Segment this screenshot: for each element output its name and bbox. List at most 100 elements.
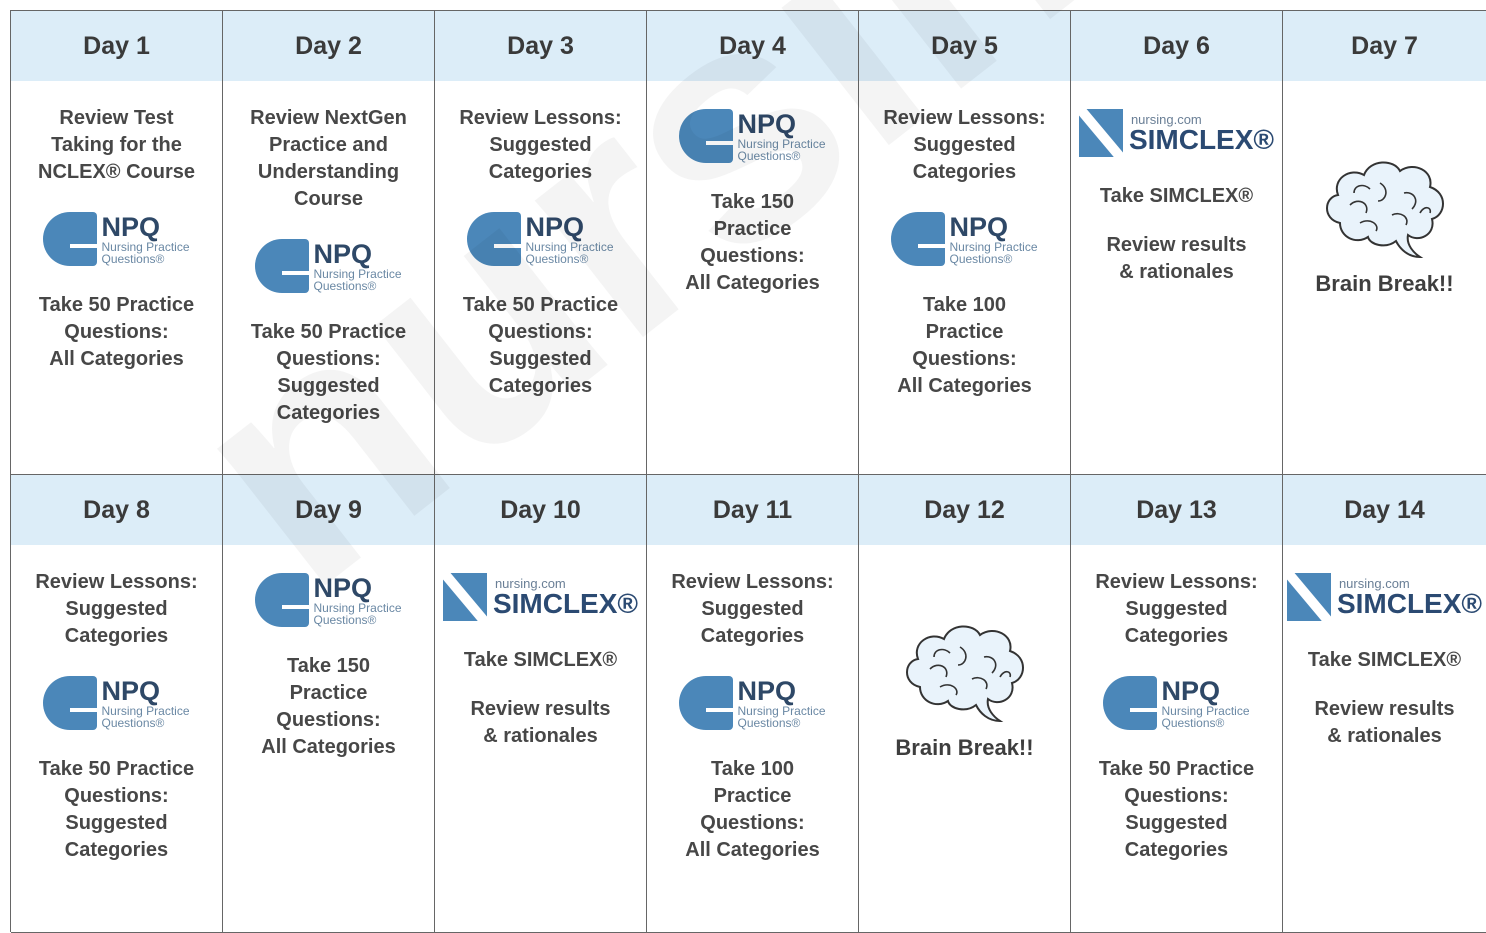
day-header: Day 6	[1071, 11, 1282, 81]
task-line: Suggested	[277, 375, 380, 397]
task-line: Questions:	[488, 321, 593, 343]
simclex-shape	[1286, 573, 1331, 621]
npq-logo: NPQ Nursing Practice Questions®	[891, 208, 1038, 270]
task-line: Suggested	[65, 812, 168, 834]
task-text: Take 150 Practice Questions: All Categories	[685, 189, 819, 297]
npq-sub: Nursing Practice	[737, 136, 826, 151]
day-body: Review NextGen Practice and Understanding C…	[223, 81, 434, 474]
day-header: Day 5	[859, 11, 1070, 81]
npq-words: NPQ Nursing Practice Questions®	[101, 213, 190, 265]
npq-sub: Questions®	[1161, 715, 1225, 730]
day-body: NPQ Nursing Practice Questions® Take 150 Pra…	[223, 545, 434, 932]
day-body: Review Test Taking for the NCLEX® Course NP…	[11, 81, 222, 474]
day-body: Review Lessons: Suggested Categories NPQ Nur…	[859, 81, 1070, 474]
task-line: All Categories	[897, 375, 1032, 397]
npq-words: NPQ Nursing Practice Questions®	[525, 213, 613, 265]
task-line: Review Lessons:	[883, 107, 1046, 129]
npq-shape	[679, 109, 734, 163]
day-header: Day 9	[223, 475, 434, 545]
simclex-logo: nursing.com SIMCLEX®	[442, 569, 638, 625]
task-line: Taking for the	[51, 134, 182, 156]
task-line: Suggested	[489, 348, 592, 370]
npq-words: NPQ Nursing Practice Questions®	[737, 110, 826, 162]
simclex-mark: SIMCLEX®	[1128, 123, 1275, 155]
npq-sub: Questions®	[949, 251, 1013, 266]
npq-logo: NPQ Nursing Practice Questions®	[43, 208, 190, 270]
day-header: Day 1	[11, 11, 222, 81]
npq-words: NPQ Nursing Practice Questions®	[313, 574, 402, 627]
task-line: Suggested	[913, 134, 1016, 156]
task-line: Take 50 Practice	[250, 321, 407, 343]
simclex-shape	[442, 573, 487, 621]
task-text: Take 50 Practice Questions: Suggested Categ…	[251, 319, 406, 427]
npq-logo: NPQ Nursing Practice Questions®	[1103, 672, 1250, 734]
day-cell: Day 1 Review Test Taking for the NCLEX® Cou…	[11, 11, 223, 475]
day-body: Review Lessons: Suggested Categories NPQ Nur…	[647, 545, 858, 932]
day-cell: Day 8 Review Lessons: Suggested Categories N…	[11, 475, 223, 933]
task-line: Review results	[1106, 234, 1247, 256]
task-line: Questions:	[64, 785, 169, 807]
task-line: Take 50 Practice	[38, 758, 195, 780]
day-header: Day 2	[223, 11, 434, 81]
npq-sub: Nursing Practice	[101, 239, 190, 254]
day-body: Review Lessons: Suggested Categories NPQ Nur…	[435, 81, 646, 474]
npq-words: NPQ Nursing Practice Questions®	[949, 213, 1037, 266]
npq-sub: Nursing Practice	[313, 266, 402, 281]
task-line: Questions:	[276, 709, 381, 731]
npq-sub: Questions®	[101, 715, 165, 730]
task-text: Review Lessons: Suggested Categories	[459, 105, 621, 186]
npq-shape	[1103, 676, 1158, 730]
task-text: Review Lessons: Suggested Categories	[883, 105, 1045, 186]
simclex-site: nursing.com	[1130, 111, 1202, 127]
task-line: & rationales	[1119, 261, 1234, 283]
task-line: All Categories	[685, 839, 820, 861]
npq-sub: Nursing Practice	[737, 703, 826, 718]
task-line: NCLEX® Course	[38, 161, 195, 183]
day-header: Day 7	[1283, 11, 1486, 81]
day-header: Day 4	[647, 11, 858, 81]
task-line: Categories	[912, 161, 1017, 183]
day-cell: Day 14 nursing.com SIMCLEX® Take SIMCLEX® Re…	[1283, 475, 1486, 933]
task-line: Practice and	[269, 134, 388, 156]
npq-logo: NPQ Nursing Practice Questions®	[679, 105, 826, 167]
task-line: Practice	[713, 218, 792, 240]
task-line: Take 50 Practice	[1098, 758, 1255, 780]
npq-logo: NPQ Nursing Practice Questions®	[679, 672, 826, 734]
task-line: All Categories	[49, 348, 184, 370]
brain-break: Brain Break!!	[895, 617, 1034, 761]
task-text: Take SIMCLEX®	[1308, 647, 1461, 674]
task-line: Categories	[488, 161, 593, 183]
day-header: Day 14	[1283, 475, 1486, 545]
task-text: Take 50 Practice Questions: Suggested Categ…	[1099, 756, 1254, 864]
npq-words: NPQ Nursing Practice Questions®	[313, 240, 402, 292]
day-body: Review Lessons: Suggested Categories NPQ Nur…	[1071, 545, 1282, 932]
task-line: Questions:	[700, 812, 805, 834]
task-text: Take SIMCLEX®	[464, 647, 617, 674]
task-line: Questions:	[700, 245, 805, 267]
task-text: Review results & rationales	[1314, 696, 1454, 750]
npq-shape	[255, 573, 310, 627]
task-line: Categories	[276, 402, 381, 424]
task-text: Review NextGen Practice and Understanding C…	[250, 105, 407, 213]
task-line: Take SIMCLEX®	[1099, 185, 1254, 207]
task-text: Take 50 Practice Questions: Suggested Categ…	[39, 756, 194, 864]
task-line: Take SIMCLEX®	[1307, 649, 1462, 671]
day-body: Brain Break!!	[859, 545, 1070, 932]
simclex-logo: nursing.com SIMCLEX®	[1078, 105, 1275, 161]
task-line: Take 50 Practice	[462, 294, 619, 316]
npq-words: NPQ Nursing Practice Questions®	[737, 677, 826, 729]
task-line: Review Lessons:	[459, 107, 622, 129]
task-line: Categories	[64, 839, 169, 861]
npq-sub: Nursing Practice	[1161, 703, 1250, 718]
task-line: Categories	[1124, 625, 1229, 647]
task-line: Suggested	[1125, 598, 1228, 620]
simclex-site: nursing.com	[1338, 575, 1410, 591]
task-line: All Categories	[261, 736, 396, 758]
npq-sub: Nursing Practice	[313, 600, 402, 615]
task-line: Review NextGen	[250, 107, 407, 129]
npq-sub: Questions®	[313, 612, 377, 627]
simclex-mark: SIMCLEX®	[1336, 587, 1483, 619]
task-line: Take 100	[922, 294, 1006, 316]
day-body: nursing.com SIMCLEX® Take SIMCLEX® Review r…	[435, 545, 646, 932]
